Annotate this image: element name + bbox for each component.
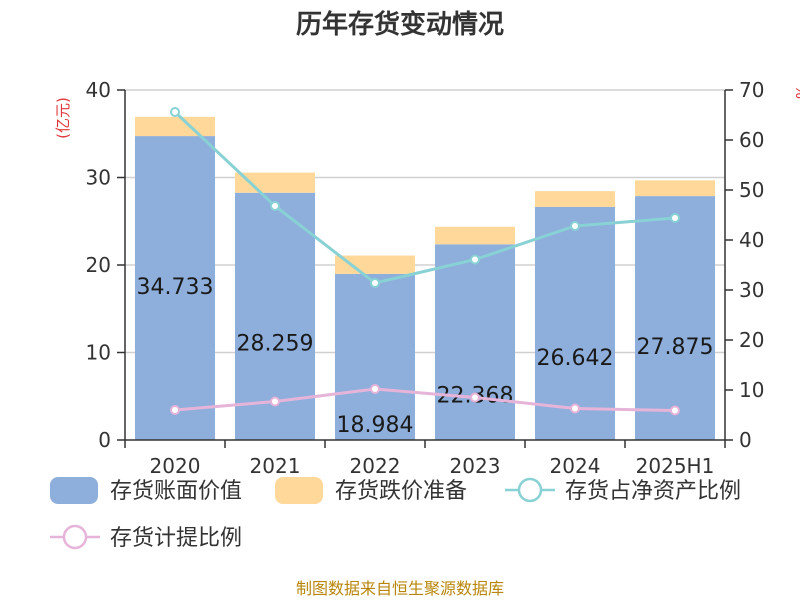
line-series-3 <box>174 387 676 412</box>
right-tick-label: 60 <box>739 128 764 152</box>
line-point-2-2023 <box>470 254 480 265</box>
line-point-3-2025H1 <box>670 405 680 416</box>
x-tick-label: 2022 <box>350 454 401 478</box>
bar-value-label: 18.984 <box>337 413 414 438</box>
legend-label-3: 存货计提比例 <box>110 526 242 551</box>
line-point-3-2022 <box>370 384 380 394</box>
line-point-2-2020 <box>170 107 180 117</box>
line-point-2-2024 <box>570 221 580 231</box>
right-tick-label: 10 <box>739 378 764 402</box>
right-tick-label: 40 <box>739 228 764 252</box>
legend-label-0: 存货账面价值 <box>110 479 242 504</box>
right-tick-label: 50 <box>739 178 764 202</box>
right-axis-unit: % <box>792 85 800 99</box>
x-tick-label: 2024 <box>550 454 601 478</box>
bar-impairment-2020 <box>135 116 215 137</box>
legend-marker-2 <box>517 477 543 503</box>
bar-book-value-2020 <box>135 136 215 440</box>
line-point-2-2021 <box>270 201 280 211</box>
bar-value-label: 27.875 <box>637 335 714 360</box>
bar-impairment-2024 <box>535 191 615 207</box>
axes-group: 0 10 20 30 40 0 10 20 30 40 50 60 70 2020 2021 2022 2023… <box>86 78 765 478</box>
line-point-3-2020 <box>170 405 180 415</box>
chart-title: 历年存货变动情况 <box>296 9 504 40</box>
grid-lines <box>125 89 725 354</box>
line-point-3-2024 <box>570 403 580 414</box>
x-tick-label: 2023 <box>450 454 501 478</box>
line-point-2-2025H1 <box>670 213 680 223</box>
legend-label-1: 存货跌价准备 <box>335 479 467 504</box>
line-series-2 <box>173 110 676 285</box>
bar-impairment-2021 <box>235 172 315 193</box>
left-axis-unit: (亿元) <box>54 97 72 139</box>
lines-group <box>170 107 680 416</box>
legend-swatch-1 <box>275 477 323 504</box>
bar-book-value-2022 <box>335 273 415 440</box>
left-tick-label: 30 <box>86 166 111 190</box>
bar-impairment-2025H1 <box>635 180 715 197</box>
right-tick-label: 20 <box>739 328 764 352</box>
bar-value-label: 34.733 <box>137 275 214 300</box>
legend-label-2: 存货占净资产比例 <box>565 479 741 504</box>
left-tick-label: 20 <box>86 253 111 277</box>
line-point-2-2022 <box>370 278 380 288</box>
legend-marker-3 <box>62 524 88 550</box>
bar-value-label: 26.642 <box>537 346 614 371</box>
bar-impairment-2022 <box>335 255 415 274</box>
bar-impairment-2023 <box>435 226 515 245</box>
right-tick-label: 70 <box>739 78 764 102</box>
x-tick-label: 2025H1 <box>636 454 715 478</box>
line-point-3-2021 <box>270 396 280 407</box>
bar-book-value-2023 <box>435 244 515 440</box>
line-point-3-2023 <box>470 392 480 403</box>
x-tick-label: 2020 <box>150 454 201 478</box>
left-tick-label: 10 <box>86 341 111 365</box>
bar-book-value-2025H1 <box>635 196 715 440</box>
right-tick-label: 30 <box>739 278 764 302</box>
x-tick-label: 2021 <box>250 454 301 478</box>
source-note: 制图数据来自恒生聚源数据库 <box>296 579 504 598</box>
left-tick-label: 0 <box>98 428 111 452</box>
bar-value-label: 28.259 <box>237 332 314 357</box>
bar-book-value-2024 <box>535 206 615 440</box>
legend-swatch-0 <box>50 477 98 504</box>
left-tick-label: 40 <box>86 78 111 102</box>
right-tick-label: 0 <box>739 428 752 452</box>
